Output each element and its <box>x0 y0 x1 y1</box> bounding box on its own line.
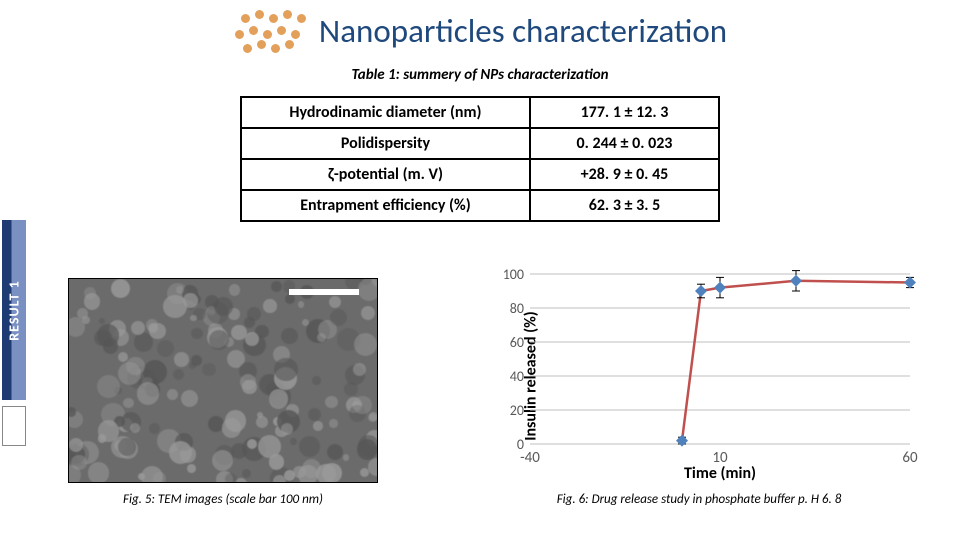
svg-text:20: 20 <box>510 402 524 419</box>
table-param: Hydrodinamic diameter (nm) <box>241 97 530 128</box>
table-row: Entrapment efficiency (%) 62. 3 ± 3. 5 <box>241 190 719 221</box>
slide-title-row: Nanoparticles characterization <box>0 8 960 54</box>
svg-text:100: 100 <box>503 266 524 283</box>
side-label-result: RESULT 1 <box>2 220 26 400</box>
svg-text:60: 60 <box>510 334 524 351</box>
chart-xlabel: Time (min) <box>530 464 910 483</box>
table-row: Hydrodinamic diameter (nm) 177. 1 ± 12. … <box>241 97 719 128</box>
svg-text:40: 40 <box>510 368 524 385</box>
table-row: Polidispersity 0. 244 ± 0. 023 <box>241 128 719 159</box>
table-param: Entrapment efficiency (%) <box>241 190 530 221</box>
title-deco-dots <box>233 8 313 54</box>
tem-scalebar <box>289 289 359 295</box>
table-value: 177. 1 ± 12. 3 <box>530 97 719 128</box>
tem-image <box>68 278 378 483</box>
table-value: +28. 9 ± 0. 45 <box>530 159 719 190</box>
side-label-text: RESULT 1 <box>6 280 23 340</box>
np-characterization-table: Hydrodinamic diameter (nm) 177. 1 ± 12. … <box>240 96 720 222</box>
fig5-caption: Fig. 5: TEM images (scale bar 100 nm) <box>68 492 378 507</box>
release-chart: Insulin released (%) 020406080100-401060… <box>470 266 928 486</box>
table-value: 62. 3 ± 3. 5 <box>530 190 719 221</box>
slide-title: Nanoparticles characterization <box>319 11 727 51</box>
svg-text:80: 80 <box>510 300 524 317</box>
fig6-caption: Fig. 6: Drug release study in phosphate … <box>470 492 928 507</box>
table-value: 0. 244 ± 0. 023 <box>530 128 719 159</box>
table-param: ζ-potential (m. V) <box>241 159 530 190</box>
table-row: ζ-potential (m. V) +28. 9 ± 0. 45 <box>241 159 719 190</box>
side-blank-box <box>2 406 26 446</box>
table-caption: Table 1: summery of NPs characterization <box>0 66 960 84</box>
table-param: Polidispersity <box>241 128 530 159</box>
chart-plot-area: 020406080100-401060 <box>530 274 910 444</box>
